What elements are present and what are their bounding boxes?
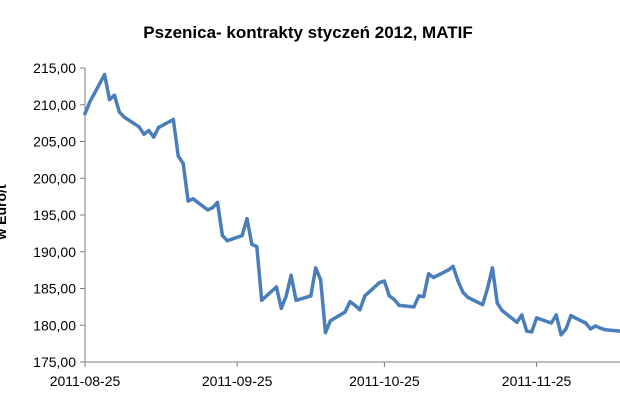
x-axis-ticks: 2011-08-25 2011-09-25 2011-10-25 2011-11-25 [50,362,572,389]
y-axis-label: w Euro/t [0,184,9,241]
data-point [397,303,401,308]
data-point [554,313,558,317]
data-point [156,125,161,130]
data-point [210,206,215,210]
series-line [83,72,620,337]
data-point [490,266,495,270]
y-tick-label: 205,00 [33,134,76,150]
x-tick-label: 2011-11-25 [502,373,572,389]
data-point [318,278,323,282]
data-point [417,294,421,298]
y-tick-label: 175,00 [33,354,76,370]
data-point [485,286,490,291]
data-point [358,308,362,312]
data-point [530,330,534,334]
data-point [255,244,259,249]
data-point [215,200,220,205]
chart-title: Pszenica- kontrakty styczeń 2012, MATIF [143,23,472,42]
data-point [525,329,529,333]
data-point [603,328,607,332]
data-point [191,197,195,201]
y-tick-label: 185,00 [33,281,76,297]
data-point [137,125,141,129]
data-point [593,324,598,328]
y-axis-ticks: 175,00 180,00 185,00 190,00 195,00 200,00 205,… [33,60,85,370]
data-point [549,321,553,325]
data-point [520,313,524,317]
data-point [181,161,185,166]
y-tick-label: 200,00 [33,170,76,186]
x-tick-label: 2011-09-25 [202,373,273,389]
y-tick-label: 180,00 [33,317,76,333]
data-point [83,111,87,116]
data-point [274,285,279,289]
data-point [107,97,112,102]
data-point [225,239,229,243]
x-tick-label: 2011-10-25 [349,373,420,389]
data-point [142,132,146,136]
data-point [348,300,352,304]
data-point [431,275,436,280]
data-point [451,264,455,269]
data-point [466,295,470,299]
data-point [294,298,298,302]
data-point [564,327,568,331]
data-point [559,333,563,337]
y-tick-label: 195,00 [33,207,76,223]
data-point [387,294,391,298]
data-point [363,294,367,298]
data-point [456,279,460,283]
y-tick-label: 190,00 [33,244,76,260]
data-point [88,100,92,104]
chart-axes [84,68,620,363]
data-point [598,326,603,330]
data-point [260,298,264,302]
data-point [176,154,180,158]
data-point [495,301,499,305]
data-point [534,316,539,320]
data-point [314,266,318,270]
data-point [186,199,190,203]
y-tick-label: 210,00 [33,97,76,113]
data-point [284,294,288,298]
data-point [279,306,283,310]
data-point [377,280,382,285]
data-point [480,303,485,307]
data-point [343,310,347,314]
data-point [328,319,333,323]
data-point [117,110,122,114]
data-point [220,233,225,238]
data-point [309,294,313,298]
data-point [412,305,416,309]
data-point [583,321,588,325]
data-point [245,217,249,221]
data-point [147,128,151,133]
data-point [102,72,107,77]
data-point [250,242,254,247]
data-point [382,279,387,283]
data-point [171,117,175,122]
data-point [500,308,504,313]
data-point [240,233,244,238]
data-point [353,303,357,308]
data-point [422,294,426,299]
data-point [392,297,396,302]
y-tick-label: 215,00 [33,60,76,76]
data-point [461,290,465,294]
data-point [323,330,328,335]
data-point [426,272,431,276]
data-point [112,93,117,97]
data-point [206,208,210,212]
data-point [515,320,519,324]
data-point [122,115,127,119]
data-point [569,314,573,318]
data-point [446,268,450,272]
data-point [152,135,156,139]
x-tick-label: 2011-08-25 [50,373,121,389]
series-layer [83,72,620,337]
data-point [289,273,293,277]
data-point [588,327,593,331]
